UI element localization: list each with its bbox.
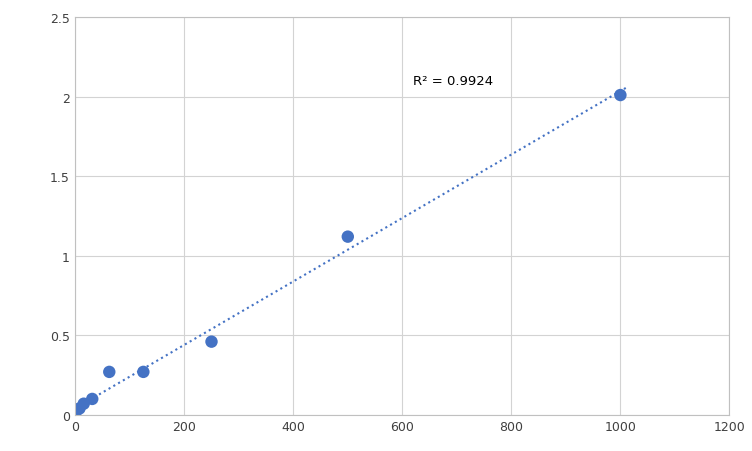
Point [74,405,86,412]
Point [77,400,89,407]
Point [86,396,99,403]
Point [138,368,150,376]
Point [205,338,217,345]
Point [614,92,626,99]
Text: R² = 0.9924: R² = 0.9924 [413,75,493,87]
Point [69,411,81,419]
Point [103,368,115,376]
Point [341,234,353,241]
